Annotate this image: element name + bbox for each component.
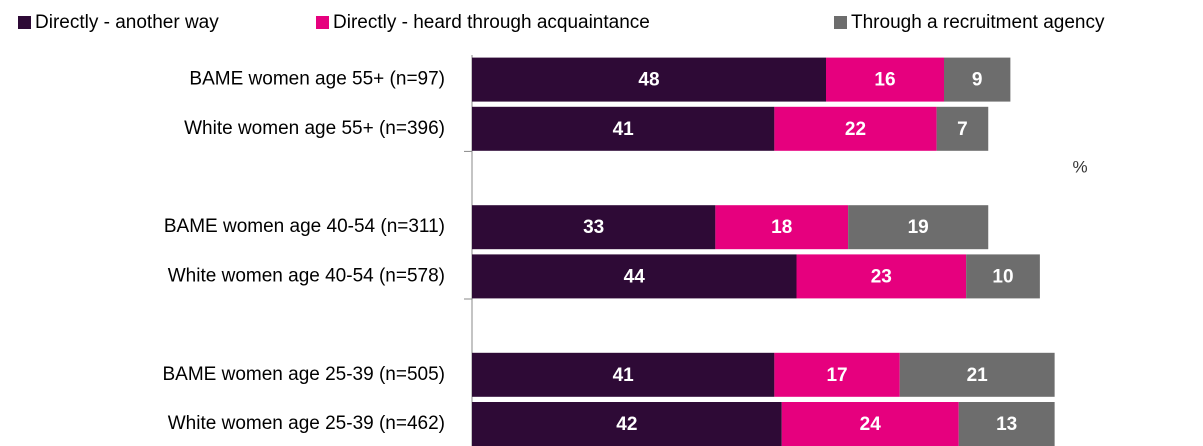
bar-segment xyxy=(472,205,716,250)
value-label: 9 xyxy=(972,70,983,91)
value-label: 10 xyxy=(992,266,1013,287)
legend-swatch xyxy=(18,16,31,29)
value-label: 18 xyxy=(771,217,792,238)
bar-segment xyxy=(774,352,900,397)
category-label: BAME women age 55+ (n=97) xyxy=(189,69,445,90)
bar-segment xyxy=(781,402,959,446)
value-label: 22 xyxy=(845,119,866,140)
value-label: 21 xyxy=(967,365,989,386)
unit-annotation: % xyxy=(1072,157,1087,176)
bar-segment xyxy=(472,57,826,102)
bar-segment xyxy=(958,402,1055,446)
category-label: BAME women age 25-39 (n=505) xyxy=(162,364,445,385)
bar-segment xyxy=(796,254,967,299)
category-label: White women age 40-54 (n=578) xyxy=(168,265,445,286)
bar-segment xyxy=(899,352,1055,397)
category-label: BAME women age 40-54 (n=311) xyxy=(164,216,445,237)
bar-segment xyxy=(936,106,989,151)
value-label: 33 xyxy=(583,217,604,238)
bar-segment xyxy=(472,402,782,446)
value-label: 24 xyxy=(860,414,882,435)
bar-segment xyxy=(848,205,989,250)
bar-segment xyxy=(472,254,797,299)
value-label: 42 xyxy=(616,414,637,435)
bar-segment xyxy=(715,205,849,250)
value-label: 17 xyxy=(826,365,847,386)
value-label: 41 xyxy=(613,365,635,386)
bar-segment xyxy=(472,352,775,397)
value-label: 44 xyxy=(624,266,646,287)
legend-swatch xyxy=(834,16,847,29)
bar-segment xyxy=(966,254,1040,299)
value-label: 19 xyxy=(908,217,929,238)
value-label: 7 xyxy=(957,119,968,140)
value-label: 13 xyxy=(996,414,1017,435)
legend-label: Directly - another way xyxy=(35,12,219,33)
legend-label: Through a recruitment agency xyxy=(851,12,1105,33)
value-label: 48 xyxy=(638,70,659,91)
legend-label: Directly - heard through acquaintance xyxy=(333,12,650,33)
category-label: White women age 25-39 (n=462) xyxy=(168,413,445,434)
bar-segment xyxy=(826,57,944,102)
category-label: White women age 55+ (n=396) xyxy=(184,118,445,139)
value-label: 16 xyxy=(874,70,895,91)
legend-swatch xyxy=(316,16,329,29)
value-label: 41 xyxy=(613,119,635,140)
bar-segment xyxy=(472,106,775,151)
bar-segment xyxy=(944,57,1011,102)
value-label: 23 xyxy=(871,266,892,287)
bar-segment xyxy=(774,106,937,151)
